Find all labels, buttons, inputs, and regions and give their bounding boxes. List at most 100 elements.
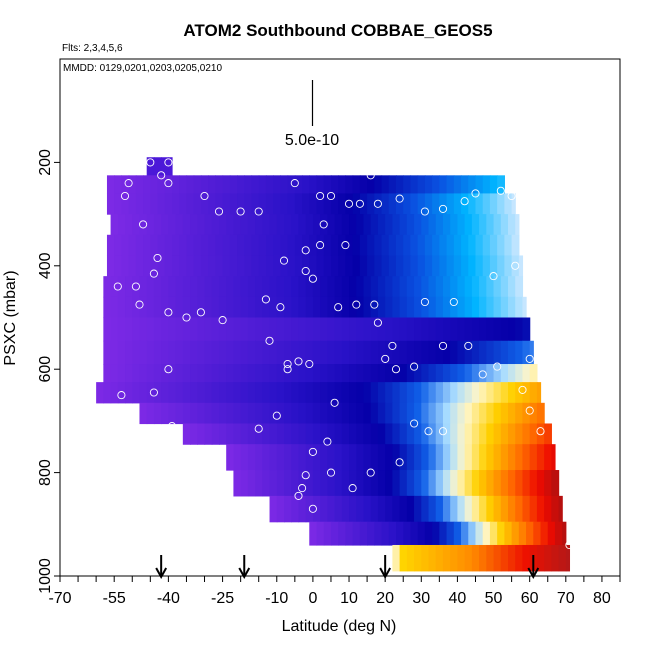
heat-band-0 bbox=[146, 157, 173, 176]
heat-cell bbox=[305, 214, 314, 236]
x-tick-label: -40 bbox=[157, 590, 180, 607]
heat-cell bbox=[515, 402, 524, 425]
heat-cell bbox=[193, 234, 202, 257]
heat-cell bbox=[529, 364, 538, 383]
heat-cell bbox=[226, 276, 235, 298]
heat-band-1 bbox=[106, 175, 505, 195]
heat-cell bbox=[461, 234, 469, 257]
heat-cell bbox=[211, 214, 220, 236]
heat-cell bbox=[399, 402, 408, 425]
heat-cell bbox=[182, 402, 191, 425]
heat-cell bbox=[327, 276, 336, 298]
obs-point bbox=[478, 370, 487, 379]
heat-cell bbox=[284, 382, 292, 404]
heat-cell bbox=[338, 193, 347, 215]
heat-cell bbox=[482, 521, 491, 546]
heat-cell bbox=[341, 340, 350, 365]
heat-cell bbox=[377, 423, 386, 445]
heat-cell bbox=[330, 255, 339, 277]
heat-cell bbox=[453, 521, 462, 546]
heat-cell bbox=[125, 364, 133, 383]
heat-cell bbox=[298, 444, 307, 471]
heat-cell bbox=[442, 317, 451, 342]
obs-point bbox=[460, 197, 469, 206]
heat-cell bbox=[497, 193, 505, 215]
heat-cell bbox=[406, 296, 415, 319]
heat-cell bbox=[233, 382, 242, 404]
heat-cell bbox=[143, 193, 151, 215]
heat-cell bbox=[435, 382, 444, 404]
heat-cell bbox=[226, 340, 235, 365]
heat-cell bbox=[381, 255, 390, 277]
heat-cell bbox=[468, 175, 477, 195]
heat-cell bbox=[312, 364, 321, 383]
heat-cell bbox=[479, 495, 487, 523]
heat-cell bbox=[363, 317, 372, 342]
heat-cell bbox=[175, 276, 184, 298]
heat-cell bbox=[334, 382, 343, 404]
obs-point bbox=[301, 246, 310, 255]
heat-cell bbox=[291, 444, 300, 471]
heat-cell bbox=[334, 364, 343, 383]
heat-cell bbox=[320, 382, 328, 404]
heat-cell bbox=[428, 444, 437, 471]
heat-cell bbox=[255, 364, 263, 383]
heat-cell bbox=[305, 340, 314, 365]
heat-cell bbox=[334, 402, 343, 425]
heat-cell bbox=[417, 175, 426, 195]
heat-cell bbox=[132, 214, 141, 236]
heat-cell bbox=[237, 234, 245, 257]
heat-cell bbox=[161, 364, 169, 383]
heat-cell bbox=[482, 255, 491, 277]
heat-cell bbox=[414, 276, 422, 298]
heat-cell bbox=[262, 444, 271, 471]
heat-cell bbox=[153, 364, 162, 383]
heat-cell bbox=[432, 175, 440, 195]
obs-point bbox=[236, 207, 245, 216]
heat-cell bbox=[399, 544, 408, 572]
obs-point bbox=[265, 336, 274, 345]
heat-cell bbox=[247, 470, 256, 497]
obs-point bbox=[218, 316, 227, 325]
heat-band-2 bbox=[106, 193, 516, 215]
heat-cell bbox=[215, 175, 224, 195]
heat-cell bbox=[363, 276, 372, 298]
heat-cell bbox=[334, 470, 343, 497]
heat-cell bbox=[190, 423, 198, 445]
heat-cell bbox=[172, 255, 180, 277]
heat-cell bbox=[457, 470, 466, 497]
heat-cell bbox=[475, 193, 484, 215]
heat-cell bbox=[327, 444, 336, 471]
heat-cell bbox=[276, 317, 285, 342]
heat-cell bbox=[341, 214, 350, 236]
heat-cell bbox=[161, 296, 169, 319]
heat-cell bbox=[439, 255, 448, 277]
heat-cell bbox=[294, 234, 303, 257]
heat-cell bbox=[312, 402, 321, 425]
heat-cell bbox=[544, 495, 552, 523]
heat-cell bbox=[211, 340, 220, 365]
heat-cell bbox=[269, 340, 278, 365]
obs-point bbox=[391, 365, 401, 374]
heat-cell bbox=[392, 296, 401, 319]
down-arrow-icon bbox=[379, 555, 392, 580]
heat-cell bbox=[392, 402, 401, 425]
heat-cell bbox=[424, 193, 433, 215]
heat-cell bbox=[508, 382, 516, 404]
heat-cell bbox=[522, 382, 531, 404]
heat-band-12 bbox=[139, 402, 545, 425]
heat-cell bbox=[424, 234, 433, 257]
heat-cell bbox=[218, 423, 227, 445]
heat-cell bbox=[500, 317, 509, 342]
x-tick-label: 10 bbox=[340, 590, 358, 607]
heat-cell bbox=[533, 521, 542, 546]
heat-cell bbox=[222, 175, 231, 195]
heat-cell bbox=[457, 364, 466, 383]
heat-cell bbox=[309, 193, 318, 215]
heat-cell bbox=[204, 364, 213, 383]
heat-cell bbox=[504, 234, 513, 257]
heat-cell bbox=[269, 276, 278, 298]
heat-cell bbox=[284, 296, 292, 319]
heat-cell bbox=[435, 444, 444, 471]
heat-cell bbox=[316, 175, 325, 195]
